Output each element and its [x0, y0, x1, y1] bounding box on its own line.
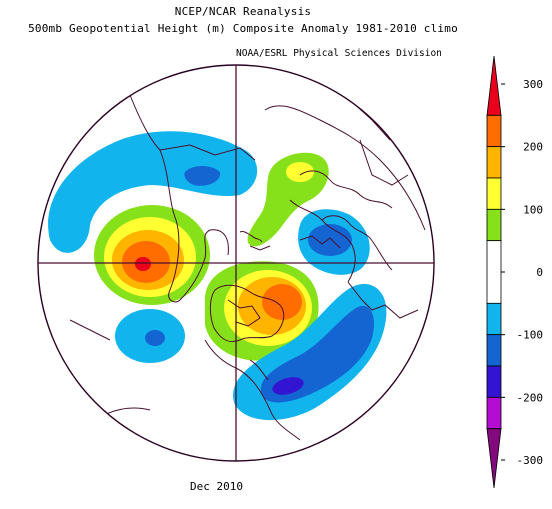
arctic-siberia-high [247, 152, 329, 247]
date-label: Dec 2010 [190, 480, 243, 493]
colorbar-level [486, 302, 502, 336]
colorbar-level [486, 146, 502, 179]
colorbar-level [486, 334, 502, 367]
colorbar-level [486, 428, 502, 489]
colorbar-level [486, 240, 502, 304]
colorbar-level [486, 208, 502, 242]
colorbar-tick-label: 300 [523, 78, 543, 91]
colorbar-tick-label: -200 [517, 391, 544, 404]
north-atlantic-east-us-low [233, 284, 387, 421]
colorbar-tick-label: -300 [517, 454, 544, 467]
colorbar-tick-label: 100 [523, 203, 543, 216]
colorbar-level [486, 177, 502, 210]
colorbar-tick-label: 0 [536, 266, 543, 279]
colorbar-level [486, 396, 502, 430]
anomaly-field [48, 131, 387, 421]
colorbar-level [486, 55, 502, 116]
subtropical-pacific-low [115, 309, 185, 363]
colorbar-tick-label: -100 [517, 329, 544, 342]
map-title: NCEP/NCAR Reanalysis [174, 5, 312, 18]
alaska-bering-high [94, 205, 210, 305]
coastlines [69, 94, 426, 441]
colorbar-level [486, 365, 502, 398]
map-subtitle: 500mb Geopotential Height (m) Composite … [28, 22, 458, 35]
north-pacific-low [48, 131, 258, 253]
greenland-high [205, 261, 319, 361]
colorbar-level [486, 114, 502, 148]
colorbar-tick-label: 200 [523, 141, 543, 154]
data-credit: NOAA/ESRL Physical Sciences Division [236, 48, 442, 59]
